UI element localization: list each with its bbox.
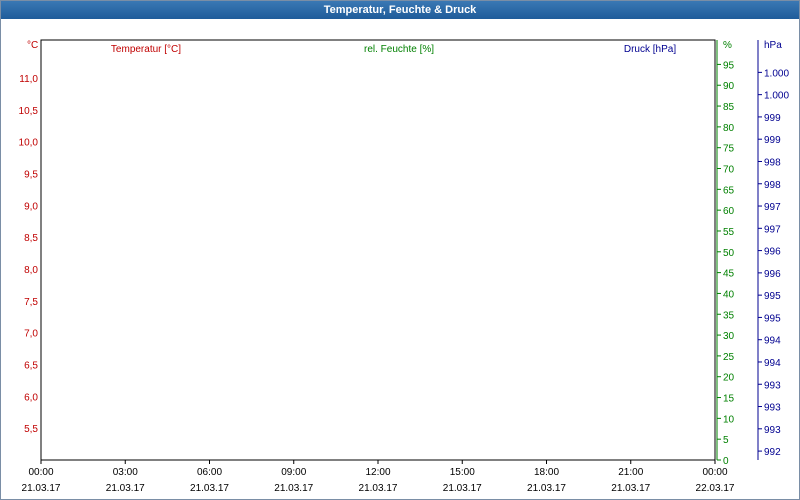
window-title: Temperatur, Feuchte & Druck [1,1,799,19]
humidity-tick-label: 25 [723,352,735,363]
x-tick-date: 22.03.17 [696,483,735,494]
humidity-tick-label: 75 [723,144,735,155]
temperature-tick-label: 11,0 [19,74,38,85]
humidity-tick-label: 60 [723,206,735,217]
pressure-tick-label: hPa [764,40,782,51]
temperature-tick-label: 9,5 [24,170,38,181]
chart-axes [40,39,762,464]
x-tick-time: 09:00 [281,467,306,478]
humidity-tick-label: 5 [723,435,729,446]
humidity-tick-label: 50 [723,248,735,259]
humidity-axis-title: rel. Feuchte [%] [364,44,434,55]
x-tick-date: 21.03.17 [190,483,229,494]
humidity-tick-label: 95 [723,60,735,71]
x-tick-time: 00:00 [702,467,727,478]
x-tick-time: 12:00 [365,467,390,478]
x-tick-time: 06:00 [197,467,222,478]
temperature-tick-label: 6,5 [24,361,38,372]
x-tick-time: 03:00 [113,467,138,478]
humidity-tick-label: 30 [723,331,735,342]
temperature-tick-label: 8,5 [24,233,38,244]
x-tick-date: 21.03.17 [22,483,61,494]
x-tick-date: 21.03.17 [443,483,482,494]
humidity-tick-label: 10 [723,414,735,425]
humidity-tick-label: 70 [723,165,735,176]
x-tick-date: 21.03.17 [527,483,566,494]
x-tick-date: 21.03.17 [611,483,650,494]
pressure-tick-label: 998 [764,157,781,168]
humidity-tick-label: 55 [723,227,735,238]
temperature-unit: °C [27,40,38,51]
humidity-tick-label: 15 [723,394,735,405]
humidity-tick-label: 0 [723,456,729,467]
pressure-tick-label: 995 [764,291,781,302]
humidity-tick-label: 65 [723,185,735,196]
pressure-tick-label: 992 [764,447,781,458]
pressure-tick-label: 1.000 [764,91,789,102]
pressure-tick-label: 997 [764,224,781,235]
pressure-tick-label: 999 [764,113,781,124]
x-tick-date: 21.03.17 [106,483,145,494]
pressure-tick-label: 999 [764,135,781,146]
pressure-tick-label: 993 [764,380,781,391]
humidity-tick-label: 35 [723,310,735,321]
temperature-tick-label: 7,0 [24,329,38,340]
pressure-tick-label: 1.000 [764,68,789,79]
pressure-tick-label: 994 [764,336,781,347]
humidity-tick-label: 45 [723,269,735,280]
x-tick-time: 18:00 [534,467,559,478]
x-tick-date: 21.03.17 [359,483,398,494]
x-tick-date: 21.03.17 [274,483,313,494]
temperature-tick-label: 6,0 [24,392,38,403]
pressure-axis-title: Druck [hPa] [624,44,676,55]
humidity-tick-label: 85 [723,102,735,113]
temperature-tick-label: 10,0 [19,138,39,149]
pressure-tick-label: 998 [764,180,781,191]
pressure-tick-label: 993 [764,403,781,414]
pressure-tick-label: 995 [764,313,781,324]
humidity-tick-label: 40 [723,289,735,300]
humidity-tick-label: % [723,40,732,51]
pressure-tick-label: 993 [764,425,781,436]
pressure-tick-label: 997 [764,202,781,213]
chart-svg: 5,5 6,0 6,5 7,0 7,5 8,0 8,5 9,0 9,5 10,0 10,5 11,0 0… [19,39,790,494]
x-tick-time: 21:00 [618,467,643,478]
temperature-tick-label: 7,5 [24,297,38,308]
temperature-axis-title: Temperatur [°C] [111,44,181,55]
x-tick-time: 00:00 [28,467,53,478]
x-tick-time: 15:00 [450,467,475,478]
pressure-tick-label: 996 [764,269,781,280]
humidity-tick-label: 90 [723,81,735,92]
temperature-tick-label: 8,0 [24,265,38,276]
pressure-tick-label: 994 [764,358,781,369]
humidity-tick-label: 80 [723,123,735,134]
humidity-tick-label: 20 [723,373,735,384]
temperature-tick-label: 10,5 [19,106,39,117]
axis-labels: 5,5 6,0 6,5 7,0 7,5 8,0 8,5 9,0 9,5 10,0 10,5 11,0 0… [19,40,790,494]
pressure-tick-label: 996 [764,247,781,258]
plot-frame [40,39,716,461]
temperature-tick-label: 5,5 [24,424,38,435]
temperature-tick-label: 9,0 [24,201,38,212]
